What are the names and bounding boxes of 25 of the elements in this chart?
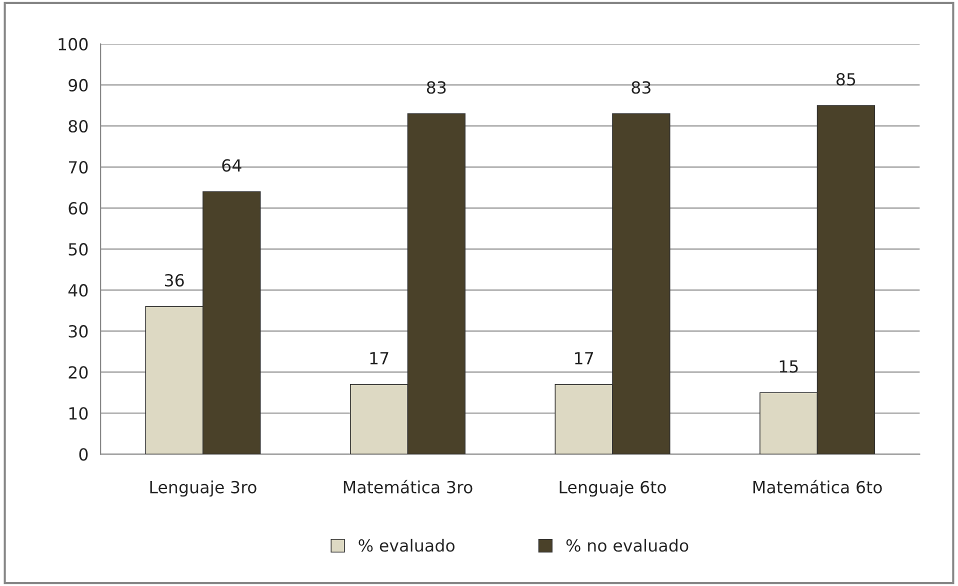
y-tick-label: 40 [68, 284, 88, 297]
data-label: 17 [370, 352, 388, 364]
y-tick-label: 10 [69, 407, 88, 420]
y-tick-label: 20 [68, 366, 88, 379]
y-tick-label: 30 [68, 325, 88, 338]
x-tick-label: Lenguaje 6to [560, 480, 666, 497]
y-tick-label: 80 [68, 120, 88, 133]
y-tick-label: 60 [68, 202, 88, 215]
x-tick-label: Matemática 6to [753, 480, 882, 494]
legend-label: % evaluado [358, 538, 455, 552]
x-tick-label: Lenguaje 3ro [150, 480, 256, 497]
y-tick-label: 0 [79, 448, 88, 461]
legend-label: % no evaluado [566, 538, 688, 552]
y-tick-label: 100 [58, 38, 88, 51]
data-label: 17 [575, 352, 594, 364]
x-tick-label: Matemática 3ro [344, 480, 472, 494]
data-label: 83 [426, 81, 446, 94]
data-label: 64 [222, 159, 242, 172]
y-tick-label: 70 [68, 160, 88, 174]
y-tick-label: 50 [68, 243, 88, 256]
y-tick-label: 90 [68, 78, 88, 92]
data-label: 83 [632, 81, 650, 94]
data-label: 36 [164, 274, 184, 287]
data-label: 85 [836, 72, 856, 86]
data-label: 15 [780, 360, 798, 373]
